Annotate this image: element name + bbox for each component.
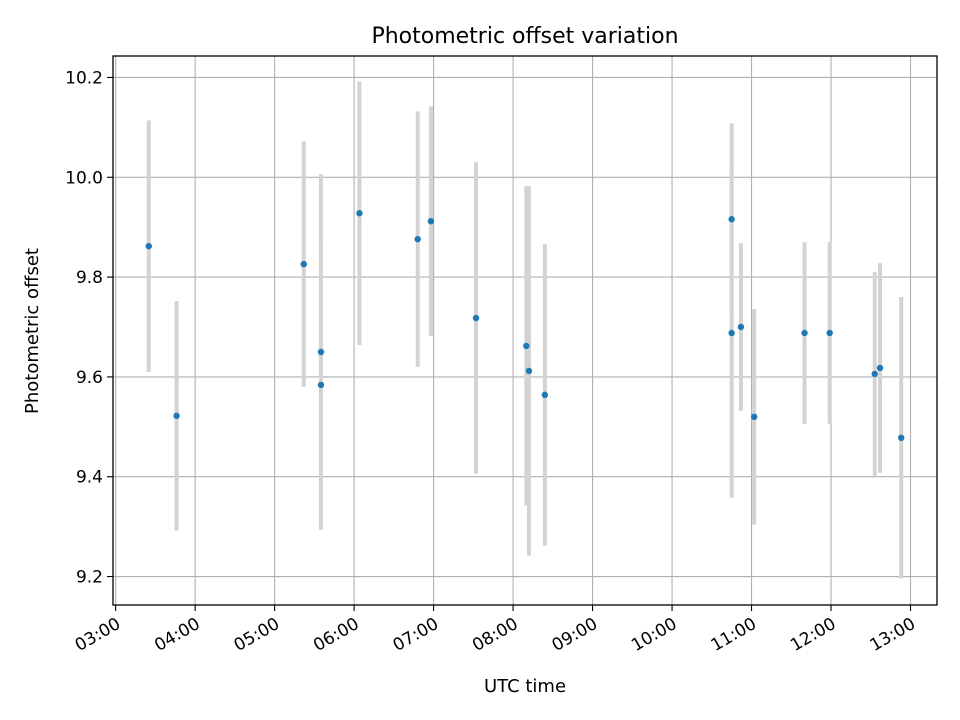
data-point — [427, 217, 435, 225]
y-tick-label: 10.0 — [65, 168, 103, 188]
chart-title: Photometric offset variation — [371, 24, 678, 49]
data-point — [801, 329, 808, 337]
data-point — [317, 348, 325, 356]
data-point — [898, 434, 905, 442]
data-point — [525, 367, 533, 375]
data-point — [541, 391, 549, 399]
y-tick-label: 9.8 — [76, 268, 103, 288]
data-point — [750, 413, 758, 421]
data-point — [871, 370, 878, 378]
data-point — [173, 412, 180, 420]
data-point — [145, 242, 152, 250]
y-tick-label: 9.6 — [76, 368, 103, 388]
y-tick-label: 10.2 — [65, 68, 103, 88]
data-points — [145, 210, 905, 442]
data-point — [300, 260, 307, 268]
data-point — [728, 216, 735, 223]
y-axis-label: Photometric offset — [22, 248, 43, 414]
plot-area-frame — [112, 55, 938, 606]
data-point — [876, 364, 884, 372]
data-point — [472, 314, 480, 322]
data-point — [737, 323, 745, 331]
data-point — [728, 329, 735, 337]
data-point — [826, 329, 833, 337]
y-tick-label: 9.4 — [76, 468, 103, 488]
data-point — [523, 342, 530, 350]
data-point — [414, 235, 421, 243]
x-axis-label: UTC time — [484, 676, 566, 697]
y-tick-label: 9.2 — [76, 568, 103, 588]
data-point — [317, 381, 325, 389]
data-point — [356, 210, 363, 217]
